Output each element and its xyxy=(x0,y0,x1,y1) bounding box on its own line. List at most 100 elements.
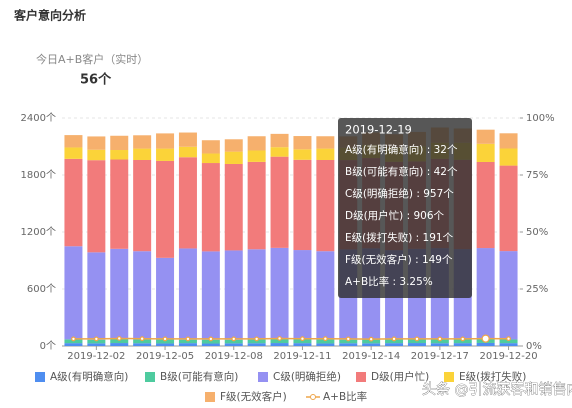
legend-label: B级(可能有意向) xyxy=(160,370,238,383)
bar-segment xyxy=(247,339,266,344)
legend-swatch xyxy=(145,372,155,382)
bar-segment xyxy=(110,159,129,249)
y2-tick-label: 75% xyxy=(526,170,548,181)
ratio-point xyxy=(506,336,511,342)
bar-segment xyxy=(247,150,266,162)
bar-segment xyxy=(87,339,106,344)
bar-segment xyxy=(476,129,495,144)
bar-segment xyxy=(224,343,243,346)
kpi-label: 今日A+B客户（实时） xyxy=(36,52,148,66)
bar-segment xyxy=(64,343,83,346)
bar-segment xyxy=(499,339,518,344)
tooltip-row: D级(用户忙) : 906个 xyxy=(345,209,445,222)
tooltip-row: E级(拨打失败) : 191个 xyxy=(345,231,454,244)
bar-segment xyxy=(224,151,243,164)
bar-segment xyxy=(476,342,495,346)
x-tick-label: 2019-12-11 xyxy=(273,351,331,362)
bar-segment xyxy=(430,343,449,346)
ratio-point xyxy=(277,336,282,341)
bar-segment xyxy=(87,136,106,150)
bar-segment xyxy=(110,248,129,340)
legend-label: F级(无效客户) xyxy=(220,390,287,403)
legend-swatch xyxy=(356,372,366,382)
y2-tick-label: 50% xyxy=(526,227,548,238)
y-tick-label: 600个 xyxy=(27,283,56,295)
ratio-point xyxy=(414,336,420,342)
bar-segment xyxy=(339,339,358,344)
bar-segment xyxy=(293,159,312,251)
bar-segment xyxy=(499,343,518,346)
bar-segment xyxy=(293,136,312,150)
bar-segment xyxy=(201,153,220,164)
bar-segment xyxy=(133,251,152,340)
bar-segment xyxy=(499,251,518,340)
bar-segment xyxy=(201,343,220,346)
plot: 0个 600个 1200个 1800个 2400个 0% 25% 50% 75% 100% 2019… xyxy=(21,112,555,403)
bar-segment xyxy=(316,136,335,149)
bar-segment xyxy=(178,157,197,249)
bar-segment xyxy=(293,149,312,160)
ratio-point xyxy=(139,336,145,342)
bar-segment xyxy=(224,139,243,152)
ratio-point xyxy=(116,336,122,341)
legend-swatch xyxy=(444,372,454,382)
legend-label: D级(用户忙) xyxy=(371,370,429,383)
ratio-point xyxy=(322,336,328,342)
bar-segment xyxy=(247,136,266,151)
bar-segment xyxy=(499,165,518,252)
ratio-point xyxy=(460,336,466,342)
ratio-line xyxy=(73,337,509,340)
ratio-point xyxy=(208,336,214,342)
bar-segment xyxy=(270,156,289,248)
bar-segment xyxy=(133,159,152,252)
bar-segment xyxy=(178,343,197,346)
bar-segment xyxy=(87,252,106,340)
legend-label: A+B比率 xyxy=(323,390,367,403)
y-tick-label: 1200个 xyxy=(21,226,56,238)
ratio-point xyxy=(254,336,260,342)
bar-segment xyxy=(178,339,197,344)
bar-segment xyxy=(247,161,266,250)
bar-segment xyxy=(87,149,106,161)
x-tick-label: 2019-12-14 xyxy=(342,351,400,362)
x-tick-label: 2019-12-08 xyxy=(205,351,263,362)
tooltip-row: B级(可能有意向) : 42个 xyxy=(345,165,458,178)
bar-segment xyxy=(87,343,106,346)
y2-tick-label: 25% xyxy=(526,284,548,295)
legend-label: C级(明确拒绝) xyxy=(273,370,341,383)
bar-segment xyxy=(316,339,335,344)
legend-swatch xyxy=(35,372,45,382)
ratio-point xyxy=(300,336,305,342)
bar-segment xyxy=(362,343,381,346)
y2-tick-label: 0% xyxy=(526,341,542,352)
bar-segment xyxy=(224,339,243,344)
bar-segment xyxy=(453,343,472,346)
bar-segment xyxy=(156,257,175,340)
bar-segment xyxy=(156,160,175,258)
ratio-point xyxy=(162,336,168,342)
bar-segment xyxy=(156,148,175,161)
tooltip: 2019-12-19 A级(有明确意向) : 32个 B级(可能有意向) : 42个… xyxy=(338,118,472,298)
bar-segment xyxy=(270,343,289,346)
bar-segment xyxy=(247,343,266,346)
legend-swatch xyxy=(258,372,268,382)
bar-segment xyxy=(201,140,220,154)
bar-segment xyxy=(156,339,175,344)
tooltip-row: A级(有明确意向) : 32个 xyxy=(345,143,458,156)
bar-segment xyxy=(110,343,129,346)
tooltip-row: A+B比率 : 3.25% xyxy=(345,275,433,288)
bar-segment xyxy=(178,132,197,147)
legend-label: A级(有明确意向) xyxy=(50,370,128,383)
bar-segment xyxy=(270,247,289,340)
ratio-point xyxy=(391,336,397,342)
bar-segment xyxy=(316,148,335,160)
bar-segment xyxy=(110,135,129,151)
ratio-point xyxy=(368,336,374,342)
bar-segment xyxy=(201,339,220,344)
bar-segment xyxy=(385,343,404,346)
ratio-point xyxy=(93,336,99,342)
bar-segment xyxy=(293,343,312,346)
bar-segment xyxy=(133,135,152,149)
x-tick-label: 2019-12-17 xyxy=(411,351,469,362)
